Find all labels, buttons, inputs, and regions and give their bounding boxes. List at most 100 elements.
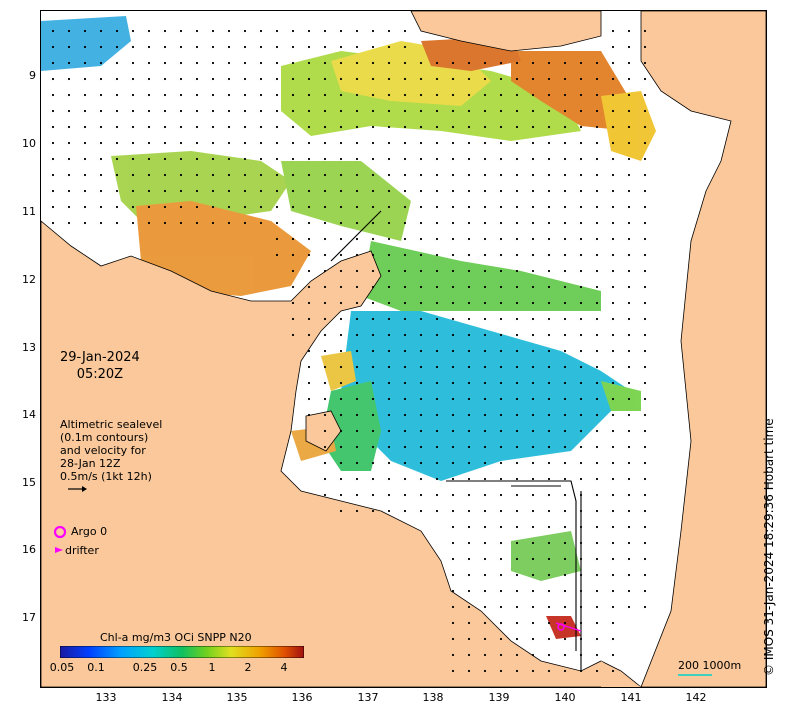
velocity-vector bbox=[403, 269, 407, 273]
velocity-vector bbox=[611, 541, 615, 545]
velocity-vector bbox=[131, 189, 135, 193]
lat-tick-15: 15 bbox=[22, 476, 36, 489]
velocity-vector bbox=[547, 397, 551, 401]
velocity-vector bbox=[547, 141, 551, 145]
chl-patch-south-green bbox=[511, 531, 581, 581]
velocity-vector bbox=[163, 205, 167, 209]
velocity-vector bbox=[307, 189, 311, 193]
velocity-vector bbox=[339, 285, 343, 289]
velocity-vector bbox=[547, 205, 551, 209]
velocity-vector bbox=[579, 93, 583, 97]
velocity-vector bbox=[371, 61, 375, 65]
map-canvas[interactable] bbox=[41, 11, 766, 687]
velocity-vector bbox=[387, 333, 391, 337]
velocity-vector bbox=[211, 173, 215, 177]
velocity-vector bbox=[371, 77, 375, 81]
velocity-vector bbox=[483, 557, 487, 561]
velocity-vector bbox=[595, 637, 599, 641]
velocity-vector bbox=[211, 61, 215, 65]
velocity-vector bbox=[451, 157, 455, 161]
velocity-vector bbox=[483, 445, 487, 449]
velocity-vector bbox=[323, 317, 327, 321]
velocity-vector bbox=[563, 301, 567, 305]
altimetry-line-2: (0.1m contours) bbox=[60, 431, 149, 444]
velocity-vector bbox=[483, 589, 487, 593]
velocity-vector bbox=[531, 477, 535, 481]
velocity-vector bbox=[515, 445, 519, 449]
velocity-vector bbox=[515, 157, 519, 161]
velocity-vector bbox=[595, 429, 599, 433]
velocity-vector bbox=[131, 45, 135, 49]
velocity-vector bbox=[579, 173, 583, 177]
velocity-vector bbox=[371, 285, 375, 289]
velocity-vector bbox=[323, 45, 327, 49]
velocity-vector bbox=[563, 637, 567, 641]
velocity-vector bbox=[99, 221, 103, 225]
velocity-vector bbox=[323, 333, 327, 337]
velocity-vector bbox=[371, 45, 375, 49]
velocity-vector bbox=[643, 77, 647, 81]
velocity-vector bbox=[643, 525, 647, 529]
drifter-track bbox=[555, 622, 582, 632]
velocity-vector bbox=[339, 381, 343, 385]
velocity-vector bbox=[579, 125, 583, 129]
velocity-vector bbox=[627, 237, 631, 241]
velocity-vector bbox=[339, 349, 343, 353]
velocity-vector bbox=[99, 61, 103, 65]
velocity-vector bbox=[339, 125, 343, 129]
velocity-vector bbox=[643, 509, 647, 513]
velocity-vector bbox=[643, 493, 647, 497]
velocity-vector bbox=[83, 109, 87, 113]
velocity-vector bbox=[259, 93, 263, 97]
velocity-vector bbox=[211, 45, 215, 49]
velocity-vector bbox=[307, 349, 311, 353]
velocity-vector bbox=[323, 93, 327, 97]
velocity-vector bbox=[499, 221, 503, 225]
velocity-vector bbox=[83, 45, 87, 49]
velocity-vector bbox=[291, 301, 295, 305]
velocity-vector bbox=[339, 493, 343, 497]
velocity-vector bbox=[627, 365, 631, 369]
velocity-vector bbox=[371, 477, 375, 481]
velocity-vector bbox=[147, 173, 151, 177]
velocity-vector bbox=[179, 29, 183, 33]
velocity-vector bbox=[67, 77, 71, 81]
velocity-vector bbox=[307, 109, 311, 113]
velocity-vector bbox=[435, 333, 439, 337]
velocity-vector bbox=[611, 189, 615, 193]
velocity-vector bbox=[627, 253, 631, 257]
velocity-vector bbox=[275, 173, 279, 177]
velocity-vector bbox=[339, 61, 343, 65]
velocity-vector bbox=[451, 397, 455, 401]
velocity-vector bbox=[115, 109, 119, 113]
velocity-vector bbox=[387, 413, 391, 417]
velocity-vector bbox=[115, 125, 119, 129]
velocity-vector bbox=[323, 285, 327, 289]
velocity-vector bbox=[483, 173, 487, 177]
velocity-vector bbox=[547, 173, 551, 177]
contour-line bbox=[446, 480, 577, 651]
velocity-vector bbox=[515, 301, 519, 305]
velocity-vector bbox=[307, 397, 311, 401]
velocity-vector bbox=[467, 301, 471, 305]
velocity-vector bbox=[563, 61, 567, 65]
velocity-vector bbox=[595, 365, 599, 369]
velocity-vector bbox=[499, 365, 503, 369]
velocity-vector bbox=[67, 141, 71, 145]
velocity-vector bbox=[403, 301, 407, 305]
velocity-vector bbox=[387, 237, 391, 241]
velocity-vector bbox=[627, 109, 631, 113]
velocity-vector bbox=[307, 173, 311, 177]
velocity-vector bbox=[419, 333, 423, 337]
velocity-vector bbox=[339, 253, 343, 257]
velocity-vector bbox=[531, 221, 535, 225]
velocity-vector bbox=[419, 157, 423, 161]
velocity-vector bbox=[547, 317, 551, 321]
velocity-vector bbox=[131, 125, 135, 129]
velocity-vector bbox=[563, 413, 567, 417]
velocity-vector bbox=[323, 157, 327, 161]
velocity-vector bbox=[435, 173, 439, 177]
velocity-vector bbox=[547, 301, 551, 305]
velocity-vector bbox=[547, 669, 551, 673]
velocity-vector bbox=[499, 333, 503, 337]
